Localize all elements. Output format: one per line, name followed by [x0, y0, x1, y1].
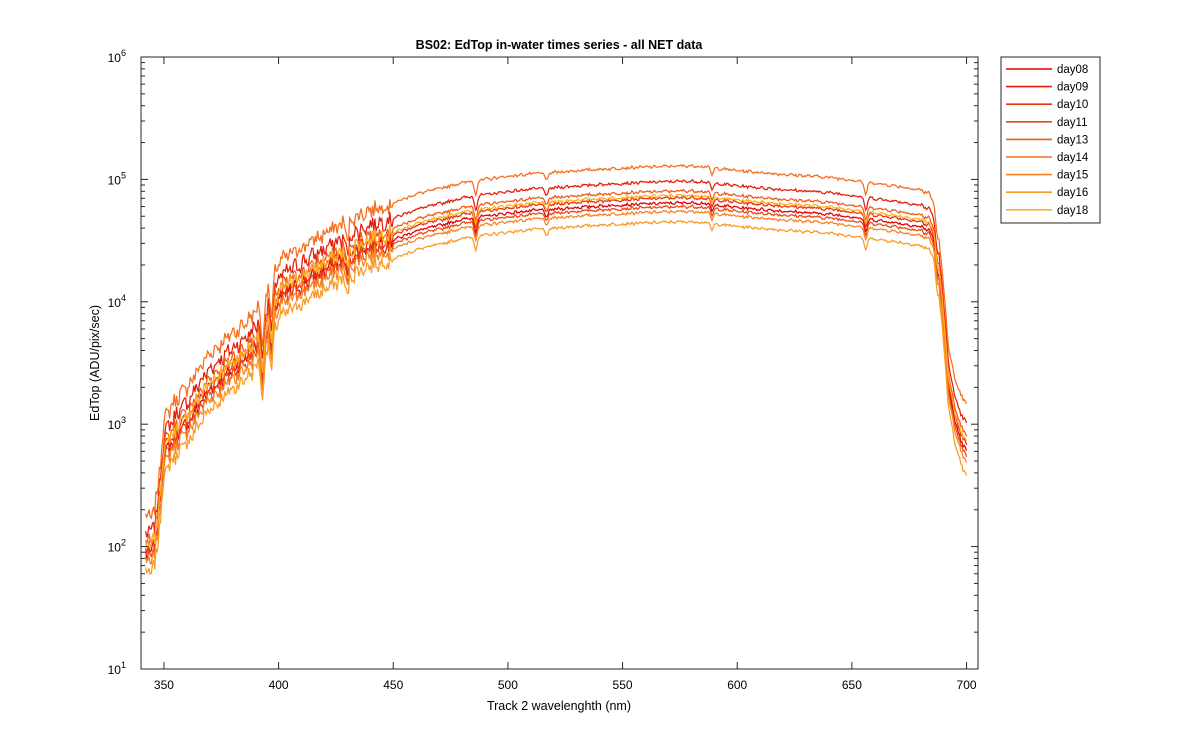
plot-frame [140, 56, 979, 670]
legend-item-day10[interactable]: day10 [1006, 99, 1088, 111]
series-line-day09 [144, 178, 968, 538]
legend-label: day10 [1057, 99, 1088, 111]
legend-label: day08 [1057, 64, 1088, 76]
y-axis-label: EdTop (ADU/pix/sec) [88, 305, 102, 421]
series-group [144, 163, 968, 576]
series-line-day11 [144, 204, 968, 564]
x-tick-label: 400 [269, 678, 289, 692]
x-axis-ticks: 350 400 450 500 550 600 650 700 [154, 57, 977, 692]
series-line-day14 [144, 163, 968, 520]
y-axis-ticks: 101 102 103 104 105 106 [108, 48, 978, 677]
y-tick-label: 101 [108, 660, 126, 677]
legend[interactable]: day08 day09 day10 day11 day13 day14 day15 day16… [1000, 56, 1101, 224]
legend-label: day18 [1057, 205, 1088, 217]
series-line-day18 [144, 192, 968, 550]
legend-item-day08[interactable]: day08 [1006, 64, 1088, 76]
chart-title: BS02: EdTop in-water times series - all … [416, 38, 704, 52]
y-tick-label: 104 [108, 293, 126, 310]
x-tick-label: 700 [957, 678, 977, 692]
series-line-day15 [144, 209, 968, 565]
x-tick-label: 600 [727, 678, 747, 692]
x-tick-label: 500 [498, 678, 518, 692]
legend-items: day08 day09 day10 day11 day13 day14 day15 day16… [1006, 64, 1089, 217]
x-tick-label: 350 [154, 678, 174, 692]
legend-item-day09[interactable]: day09 [1006, 82, 1088, 94]
legend-item-day14[interactable]: day14 [1006, 152, 1089, 164]
y-tick-label: 105 [108, 170, 126, 187]
series-line-day10 [144, 195, 968, 554]
series-line-day08 [144, 200, 968, 561]
legend-label: day15 [1057, 170, 1088, 182]
x-tick-label: 650 [842, 678, 862, 692]
legend-label: day09 [1057, 82, 1088, 94]
x-axis-label: Track 2 wavelenghth (nm) [487, 699, 631, 713]
legend-item-day15[interactable]: day15 [1006, 170, 1088, 182]
series-line-day16 [144, 219, 968, 576]
legend-label: day11 [1057, 117, 1087, 129]
y-tick-label: 106 [108, 48, 126, 65]
series-line-day13 [145, 188, 968, 546]
legend-label: day16 [1057, 187, 1088, 199]
legend-item-day16[interactable]: day16 [1006, 187, 1088, 199]
y-tick-label: 103 [108, 415, 126, 432]
y-tick-label: 102 [108, 538, 126, 555]
legend-item-day18[interactable]: day18 [1006, 205, 1088, 217]
legend-item-day13[interactable]: day13 [1006, 134, 1088, 146]
legend-item-day11[interactable]: day11 [1006, 117, 1087, 129]
legend-label: day13 [1057, 134, 1088, 146]
legend-label: day14 [1057, 152, 1089, 164]
x-tick-label: 550 [613, 678, 633, 692]
x-tick-label: 450 [383, 678, 403, 692]
